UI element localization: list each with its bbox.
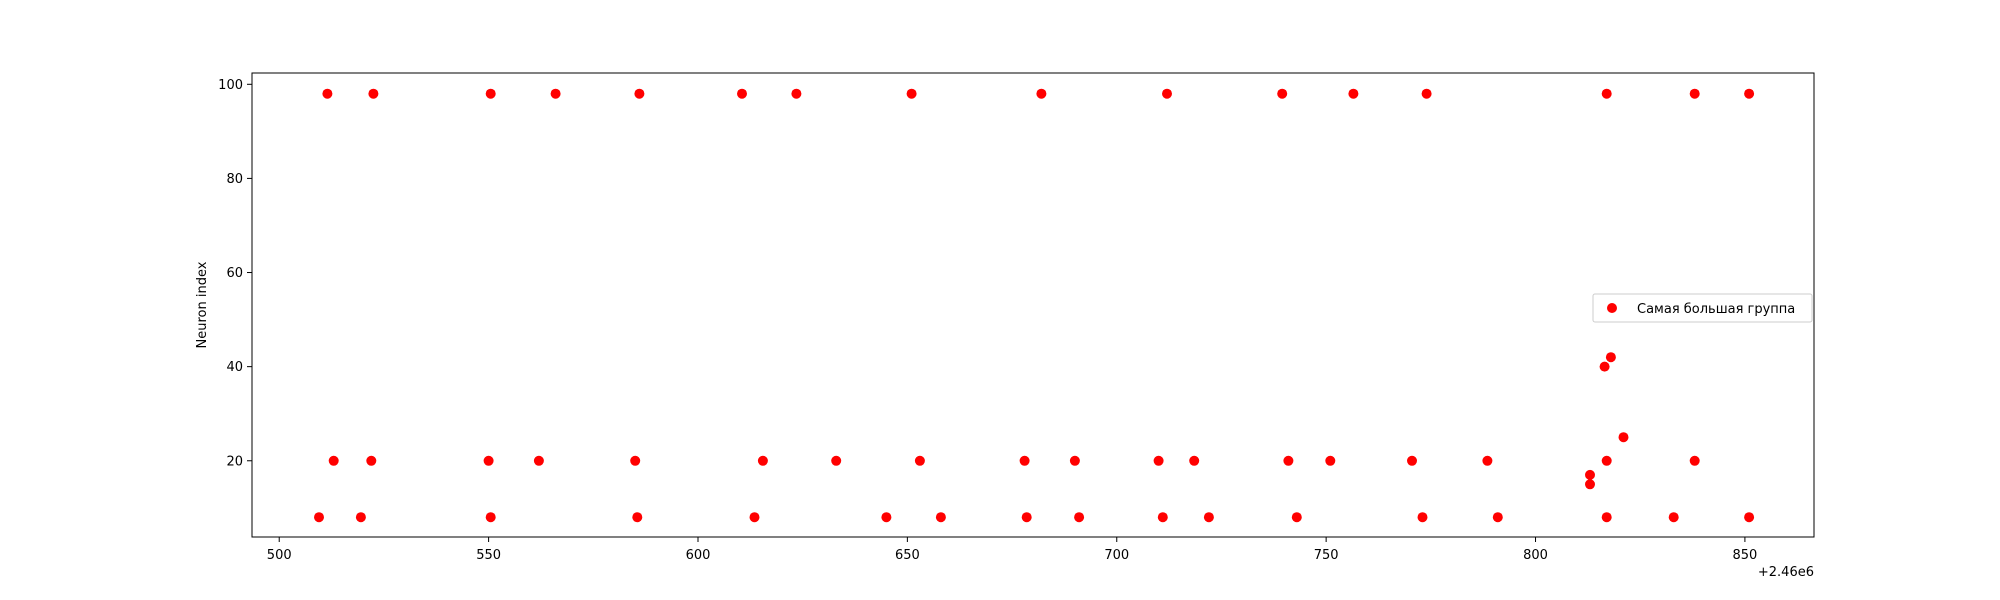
data-point xyxy=(1019,455,1030,466)
y-tick-label: 20 xyxy=(226,454,243,469)
data-point xyxy=(1277,88,1288,99)
data-point xyxy=(1291,512,1302,523)
data-point xyxy=(533,455,544,466)
data-point xyxy=(1601,455,1612,466)
data-point xyxy=(1162,88,1172,99)
data-point xyxy=(366,455,377,466)
data-point xyxy=(1283,455,1294,466)
y-axis-label: Neuron index xyxy=(195,261,210,348)
data-point xyxy=(935,512,946,523)
data-point xyxy=(1605,352,1616,363)
data-point xyxy=(1744,512,1755,523)
data-point xyxy=(1601,512,1612,523)
data-point xyxy=(737,88,747,99)
x-tick-label: 800 xyxy=(1523,548,1548,563)
data-point xyxy=(1599,361,1610,372)
x-tick-label: 850 xyxy=(1732,548,1757,563)
data-point xyxy=(1689,88,1700,99)
x-tick-label: 500 xyxy=(267,548,292,563)
x-axis-offset-label: +2.46e6 xyxy=(1758,565,1814,580)
data-point xyxy=(1348,88,1359,99)
data-point xyxy=(632,512,643,523)
x-tick-label: 550 xyxy=(476,548,501,563)
x-tick-label: 700 xyxy=(1104,548,1129,563)
y-axis: 20 40 60 80 100 xyxy=(218,78,252,469)
y-tick-label: 80 xyxy=(226,172,243,187)
data-point xyxy=(1421,88,1432,99)
data-point xyxy=(1407,455,1417,466)
y-tick-label: 100 xyxy=(218,78,243,93)
data-point xyxy=(1689,455,1700,466)
data-point xyxy=(1585,479,1595,490)
data-point xyxy=(1601,88,1612,99)
data-point xyxy=(483,455,494,466)
data-point xyxy=(1069,455,1080,466)
x-tick-label: 650 xyxy=(895,548,920,563)
data-point xyxy=(630,455,641,466)
data-point xyxy=(1492,512,1503,523)
data-point xyxy=(322,88,333,99)
data-point xyxy=(906,88,917,99)
x-axis: 500 550 600 650 700 750 800 850 xyxy=(267,537,1757,563)
data-point xyxy=(1157,512,1168,523)
legend-marker xyxy=(1607,303,1617,313)
data-point xyxy=(1325,455,1336,466)
data-point xyxy=(550,88,561,99)
data-point xyxy=(314,512,324,523)
data-point xyxy=(749,512,760,523)
legend-frame xyxy=(1592,293,1813,323)
legend-label: Самая большая группа xyxy=(1637,302,1795,317)
data-point xyxy=(355,512,366,523)
data-point xyxy=(1668,512,1679,523)
data-point xyxy=(1417,512,1428,523)
data-point xyxy=(881,512,892,523)
x-tick-label: 600 xyxy=(686,548,711,563)
data-point xyxy=(791,88,802,99)
plot-area-frame xyxy=(251,72,1815,538)
data-point xyxy=(485,88,496,99)
data-point xyxy=(1036,88,1047,99)
legend: Самая большая группа xyxy=(1592,293,1813,323)
data-point xyxy=(485,512,496,523)
data-point xyxy=(634,88,645,99)
y-tick-label: 40 xyxy=(226,360,243,375)
data-points xyxy=(314,88,1755,523)
data-point xyxy=(1021,512,1032,523)
data-point xyxy=(757,455,768,466)
data-point xyxy=(1482,455,1493,466)
data-point xyxy=(1585,469,1595,480)
data-point xyxy=(1203,512,1214,523)
data-point xyxy=(368,88,379,99)
data-point xyxy=(1744,88,1755,99)
data-point xyxy=(1074,512,1085,523)
data-point xyxy=(1618,432,1629,443)
x-tick-label: 750 xyxy=(1314,548,1339,563)
data-point xyxy=(1189,455,1200,466)
data-point xyxy=(1153,455,1164,466)
y-tick-label: 60 xyxy=(226,266,243,281)
data-point xyxy=(831,455,842,466)
data-point xyxy=(914,455,925,466)
data-point xyxy=(328,455,339,466)
